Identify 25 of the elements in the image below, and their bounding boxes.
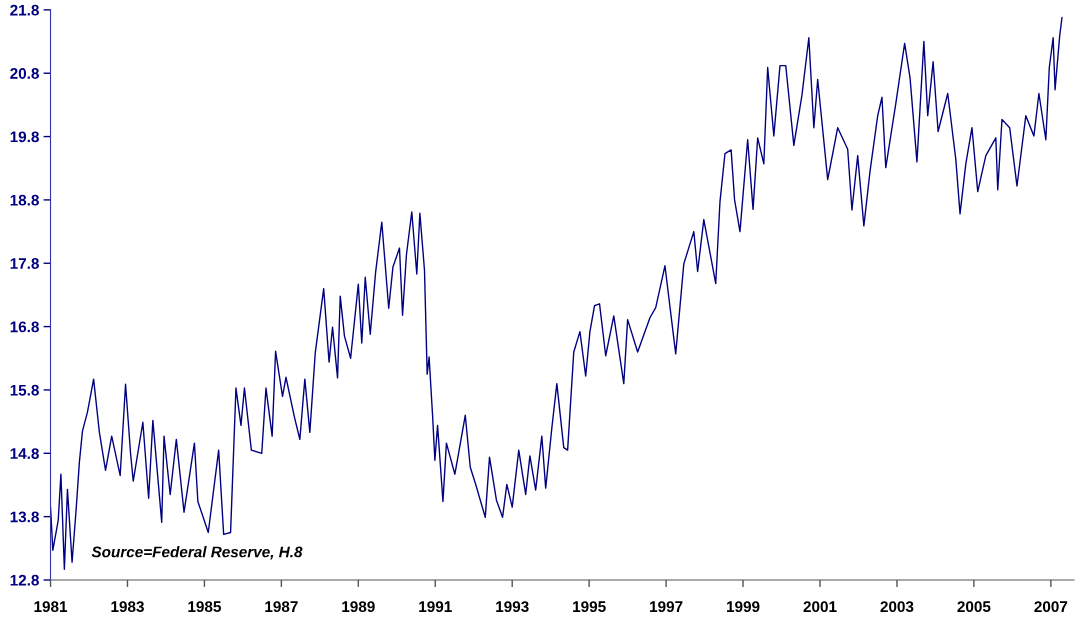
y-tick-label: 17.8 [10, 258, 39, 269]
x-tick-label: 1985 [188, 601, 221, 613]
x-tick-label: 2001 [803, 601, 837, 613]
x-tick-label: 2007 [1034, 601, 1068, 613]
x-tick-label: 2003 [880, 601, 914, 613]
x-tick-label: 2005 [957, 601, 991, 613]
y-tick-label: 15.8 [10, 384, 39, 396]
x-tick-label: 1987 [265, 601, 298, 613]
x-tick-label: 1981 [34, 601, 68, 613]
y-tick-label: 16.8 [10, 321, 39, 333]
y-tick-label: 12.8 [10, 574, 39, 586]
x-tick-label: 1999 [727, 601, 760, 613]
y-tick-label: 13.8 [10, 511, 39, 523]
y-tick-label: 14.8 [10, 448, 39, 459]
x-tick-label: 1995 [573, 601, 606, 613]
x-tick-label: 1983 [111, 601, 144, 613]
x-tick-label: 1989 [342, 601, 375, 613]
y-tick-label: 19.8 [10, 131, 39, 143]
x-tick-label: 1997 [650, 601, 683, 613]
annotation: Source=Federal Reserve, H.8 [91, 546, 303, 560]
y-tick-label: 20.8 [10, 68, 39, 79]
y-tick-label: 21.8 [10, 4, 39, 16]
x-tick-label: 1991 [419, 601, 452, 613]
y-tick-label: 18.8 [10, 194, 39, 206]
x-tick-label: 1993 [496, 601, 529, 613]
